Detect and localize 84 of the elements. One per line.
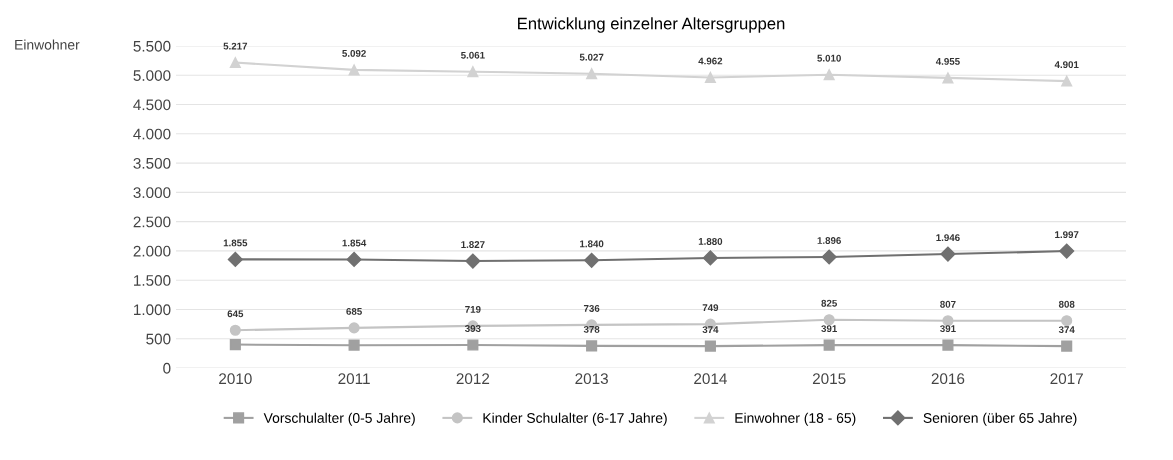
data-label: 4.901 xyxy=(1054,61,1079,69)
data-label: 807 xyxy=(940,300,956,308)
data-label: 5.217 xyxy=(223,42,248,50)
point xyxy=(467,339,479,351)
data-label: 378 xyxy=(583,325,600,333)
x-tick-label: 2011 xyxy=(338,373,370,385)
data-label: 5.010 xyxy=(817,54,841,62)
data-label: 1.896 xyxy=(817,237,841,244)
point xyxy=(704,340,716,352)
point xyxy=(346,251,362,268)
data-label: 645 xyxy=(227,310,244,318)
data-label: 5.061 xyxy=(461,51,485,59)
point xyxy=(702,250,718,266)
y-tick-label: 2.000 xyxy=(133,245,171,257)
y-tick-label: 500 xyxy=(146,333,171,345)
point xyxy=(1059,243,1075,259)
point xyxy=(227,251,243,267)
point xyxy=(229,324,241,336)
y-tick-label: 3.000 xyxy=(133,187,171,199)
data-label: 4.962 xyxy=(698,57,723,65)
point xyxy=(821,249,837,265)
data-label: 1.855 xyxy=(223,239,248,247)
point xyxy=(465,253,481,269)
point xyxy=(1061,75,1073,87)
y-tick-label: 1.500 xyxy=(134,275,171,286)
point xyxy=(586,68,598,80)
x-tick-label: 2014 xyxy=(694,373,727,385)
x-tick-label: 2015 xyxy=(812,373,846,385)
y-tick-label: 2.500 xyxy=(133,216,171,228)
point xyxy=(940,246,956,262)
y-tick-label: 5.500 xyxy=(133,40,171,52)
y-tick-label: 3.500 xyxy=(133,157,171,169)
data-label: 5.092 xyxy=(342,49,366,57)
legend-label: Einwohner (18 - 65) xyxy=(735,412,856,426)
data-label: 1.997 xyxy=(1055,231,1079,239)
data-label: 374 xyxy=(702,326,719,334)
chart-title: Entwicklung einzelner Altersgruppen xyxy=(518,17,785,33)
point xyxy=(1061,315,1073,327)
x-tick-label: 2010 xyxy=(219,373,252,385)
point xyxy=(348,322,360,334)
data-label: 374 xyxy=(1058,326,1075,334)
point xyxy=(1061,340,1073,352)
point xyxy=(942,339,954,351)
data-label: 719 xyxy=(465,305,481,313)
y-tick-label: 5.000 xyxy=(133,70,171,81)
legend-label: Vorschulalter (0-5 Jahre) xyxy=(263,412,415,426)
point xyxy=(586,340,598,352)
x-tick-label: 2013 xyxy=(575,373,608,385)
data-label: 391 xyxy=(821,325,837,333)
y-tick-label: 4.500 xyxy=(133,99,171,111)
point xyxy=(823,314,835,326)
data-label: 825 xyxy=(821,299,837,307)
x-tick-label: 2016 xyxy=(931,373,965,385)
legend-label: Senioren (über 65 Jahre) xyxy=(923,412,1077,426)
point xyxy=(348,64,360,76)
y-tick-label: 4.000 xyxy=(133,128,171,140)
data-label: 685 xyxy=(346,307,362,315)
x-tick-label: 2012 xyxy=(456,373,490,385)
y-tick-label: 1.000 xyxy=(134,304,171,316)
y-axis-title: Einwohner xyxy=(15,39,80,50)
data-label: 1.880 xyxy=(698,238,723,245)
data-label: 5.027 xyxy=(579,53,604,61)
data-label: 391 xyxy=(940,325,956,333)
data-label: 1.827 xyxy=(461,241,485,248)
data-label: 1.946 xyxy=(936,234,960,242)
data-label: 1.854 xyxy=(342,239,367,247)
y-tick-label: 0 xyxy=(163,362,171,374)
point xyxy=(467,66,479,78)
point xyxy=(942,72,954,84)
data-label: 749 xyxy=(702,304,719,312)
data-label: 393 xyxy=(464,325,481,332)
point xyxy=(229,339,241,351)
point xyxy=(823,339,835,351)
data-label: 808 xyxy=(1058,300,1075,308)
data-label: 4.955 xyxy=(935,57,960,65)
point xyxy=(823,69,835,81)
point xyxy=(229,57,241,69)
legend-label: Kinder Schulalter (6-17 Jahre) xyxy=(483,412,667,426)
x-tick-label: 2017 xyxy=(1050,373,1083,385)
data-label: 736 xyxy=(583,304,600,312)
point xyxy=(584,252,600,268)
data-label: 1.840 xyxy=(580,240,604,248)
point xyxy=(704,71,716,84)
point xyxy=(348,339,360,351)
